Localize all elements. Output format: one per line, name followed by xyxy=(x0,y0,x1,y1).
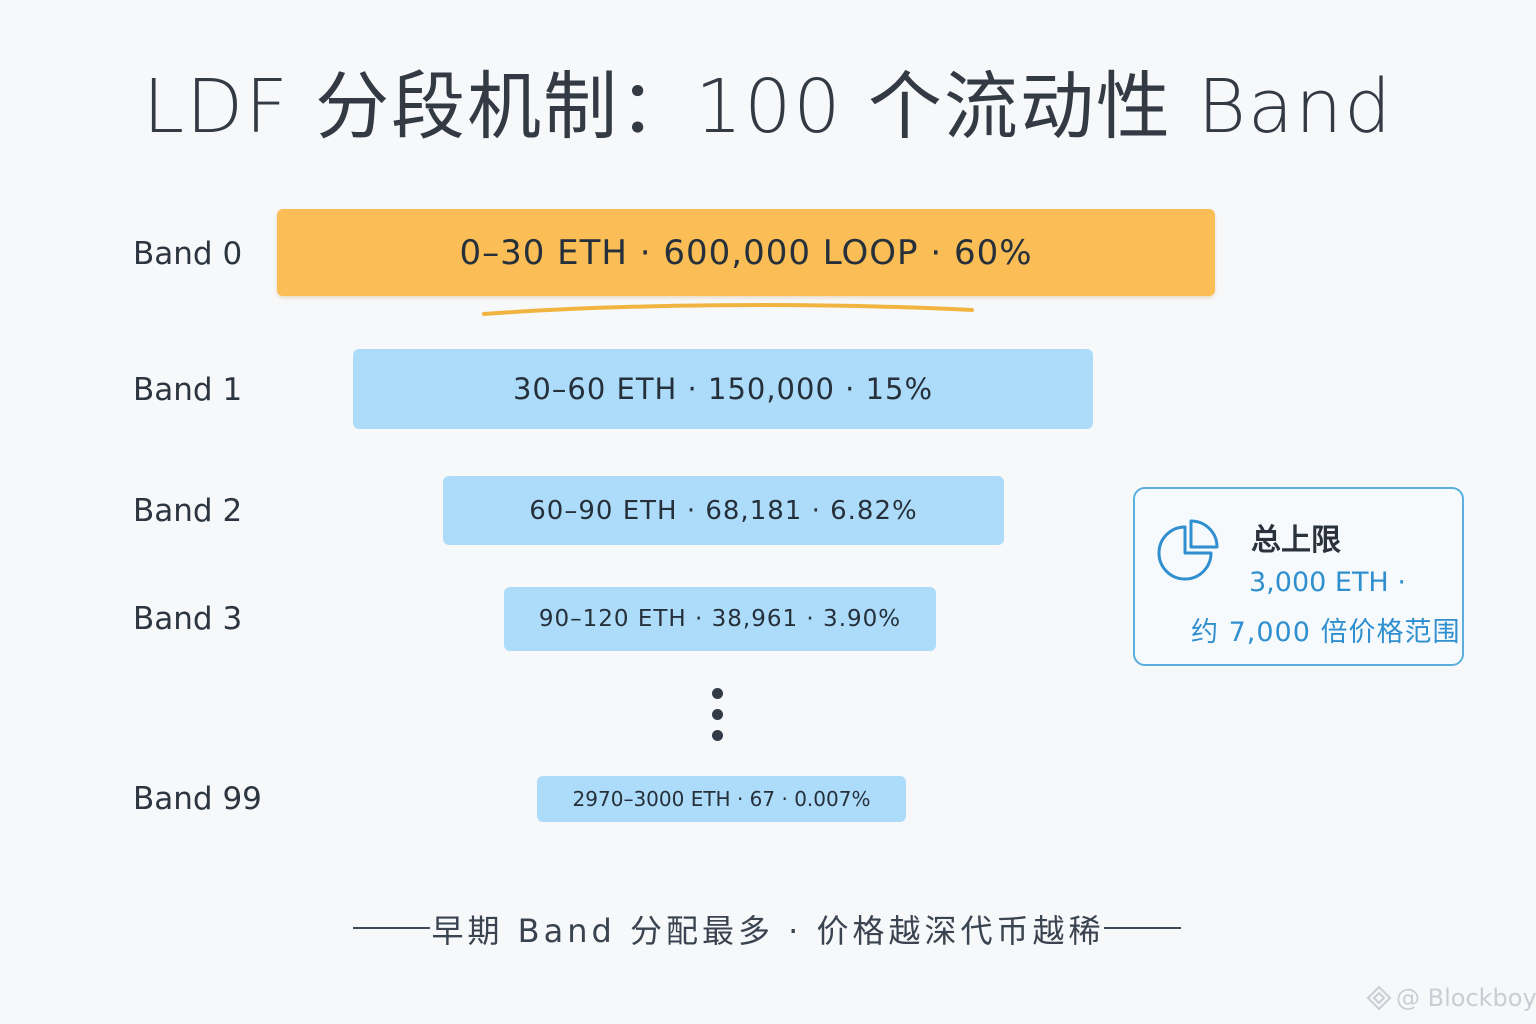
band-bar-2: 60–90 ETH · 68,181 · 6.82% xyxy=(443,476,1004,545)
band-label-99: Band 99 xyxy=(133,781,262,817)
footer-caption: 早期 Band 分配最多 · 价格越深代币越稀 xyxy=(431,912,1105,950)
band-label-1: Band 1 xyxy=(133,372,243,408)
watermark-text: @ Blockboy xyxy=(1396,984,1536,1012)
band-label-3: Band 3 xyxy=(133,601,243,637)
band-bar-99-text: 2970–3000 ETH · 67 · 0.007% xyxy=(572,787,871,811)
watermark: @ Blockboy xyxy=(1366,984,1536,1012)
footer-divider-left xyxy=(353,927,430,929)
total-cap-price-range: 约 7,000 倍价格范围 xyxy=(1191,617,1461,648)
band-bar-1: 30–60 ETH · 150,000 · 15% xyxy=(353,349,1093,429)
ellipsis-dot xyxy=(712,730,723,741)
total-cap-box: 总上限 3,000 ETH · 约 7,000 倍价格范围 xyxy=(1133,487,1464,666)
band-bar-0-text: 0–30 ETH · 600,000 LOOP · 60% xyxy=(459,232,1033,273)
band-bar-3-text: 90–120 ETH · 38,961 · 3.90% xyxy=(538,606,902,632)
band-label-2: Band 2 xyxy=(133,493,243,529)
highlight-underline xyxy=(482,303,974,316)
pie-chart-icon xyxy=(1157,519,1219,581)
total-cap-title: 总上限 xyxy=(1251,523,1341,558)
diamond-logo-icon xyxy=(1366,985,1392,1011)
band-bar-0: 0–30 ETH · 600,000 LOOP · 60% xyxy=(277,209,1215,296)
page-title: LDF 分段机制：100 个流动性 Band xyxy=(142,64,1394,150)
ellipsis-dot xyxy=(712,688,723,699)
footer-divider-right xyxy=(1104,927,1181,929)
total-cap-eth: 3,000 ETH · xyxy=(1249,567,1406,598)
ellipsis-dot xyxy=(712,709,723,720)
band-bar-1-text: 30–60 ETH · 150,000 · 15% xyxy=(512,372,934,406)
band-bar-3: 90–120 ETH · 38,961 · 3.90% xyxy=(504,587,936,651)
band-bar-2-text: 60–90 ETH · 68,181 · 6.82% xyxy=(529,495,918,526)
band-bar-99: 2970–3000 ETH · 67 · 0.007% xyxy=(537,776,906,822)
band-label-0: Band 0 xyxy=(133,236,243,272)
